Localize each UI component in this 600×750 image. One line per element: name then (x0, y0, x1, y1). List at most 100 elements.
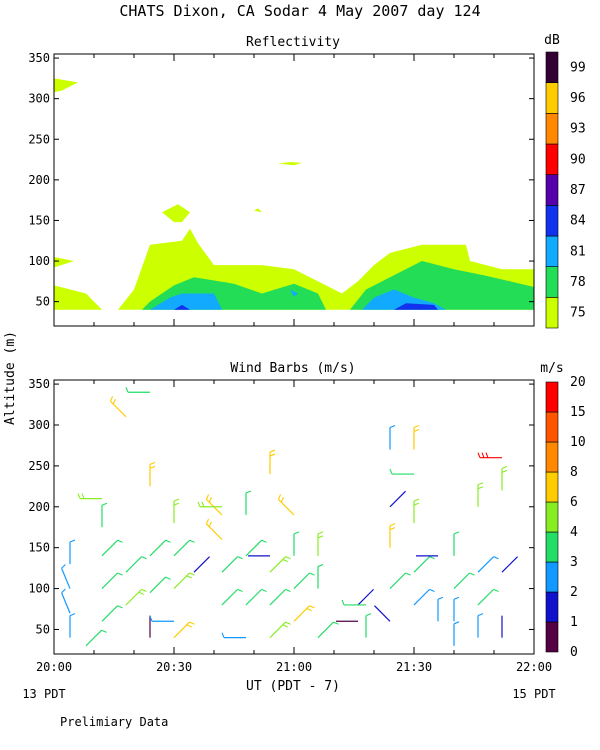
y-axis-label: Altitude (m) (3, 331, 18, 425)
wind-barb (221, 556, 243, 573)
colorbar-swatch (545, 82, 559, 114)
wind-barb (221, 588, 243, 606)
wind-barb (477, 452, 502, 459)
wind-barb (389, 572, 411, 589)
wind-barb (101, 605, 123, 622)
colorbar-label: 6 (570, 495, 578, 510)
wind-barb (413, 425, 420, 450)
wind-axes: 50 100 150 200 250 300 350 20:00 20:30 21:00 21:30… (28, 377, 552, 674)
y-tick-label: 300 (28, 418, 50, 432)
wind-barb (245, 490, 252, 515)
colorbar-label: 20 (570, 375, 586, 390)
y-tick-label: 100 (28, 582, 50, 596)
y-tick-label: 50 (36, 295, 50, 309)
colorbar-label: 78 (570, 275, 586, 290)
refl-region-81 (150, 293, 222, 310)
refl-region-84 (174, 304, 190, 310)
colorbar-label: 10 (570, 435, 586, 450)
x-tick-label: 21:30 (396, 660, 432, 674)
wind-barb (69, 613, 76, 638)
y-tick-label: 200 (28, 173, 50, 187)
wind-barb (149, 616, 174, 622)
wind-barb (149, 539, 171, 557)
colorbar-swatch (545, 411, 559, 443)
reflectivity-axes: 50 100 150 200 250 300 350 (28, 51, 535, 326)
colorbar-swatch (545, 501, 559, 533)
wind-barb (389, 490, 406, 508)
wind-barb (269, 449, 276, 475)
colorbar-label: 84 (570, 214, 586, 229)
y-tick-label: 100 (28, 254, 50, 268)
x-start-note: 13 PDT (22, 687, 65, 701)
y-tick-label: 350 (28, 377, 50, 391)
wind-barb (477, 613, 484, 638)
y-tick-label: 250 (28, 459, 50, 473)
wind-barb (413, 588, 435, 606)
wind-barb (173, 621, 195, 639)
wind-barb (101, 502, 108, 528)
x-tick-label: 21:00 (276, 660, 312, 674)
y-tick-label: 50 (36, 622, 50, 636)
x-end-note: 15 PDT (512, 687, 555, 701)
x-tick-label: 20:00 (36, 660, 72, 674)
wind-barb (293, 572, 315, 589)
wind-barb (293, 605, 315, 622)
wind-barb (477, 588, 499, 606)
colorbar-swatch (545, 591, 559, 623)
wind-barb (317, 564, 324, 589)
colorbar-swatch (545, 143, 559, 175)
wind-barb (501, 465, 508, 491)
wind-barb (173, 572, 195, 589)
colorbar-swatch (545, 621, 559, 653)
colorbar-swatch (545, 266, 559, 298)
colorbar-swatch (545, 174, 559, 206)
colorbar-label: 93 (570, 122, 586, 137)
wind-barb (125, 588, 147, 606)
wind-barb (413, 556, 435, 573)
reflectivity-colorbar-unit: dB (544, 33, 560, 48)
y-tick-label: 150 (28, 541, 50, 555)
wind-barb (193, 556, 210, 573)
wind-barb (85, 629, 107, 647)
wind-barb (413, 498, 420, 524)
wind-barb (477, 482, 484, 507)
wind-barb (109, 396, 127, 418)
wind-barb (173, 539, 195, 557)
wind-barb (77, 493, 102, 500)
wind-barb (173, 498, 180, 524)
wind-barb (453, 621, 460, 646)
wind-barb (69, 539, 76, 565)
wind-barb (293, 531, 300, 556)
colorbar-label: 4 (570, 525, 578, 540)
wind-barb (477, 556, 499, 573)
colorbar-swatch (545, 441, 559, 473)
colorbar-swatch (545, 471, 559, 503)
wind-barb (453, 596, 460, 622)
wind-barb (389, 523, 396, 548)
colorbar-label: 75 (570, 306, 586, 321)
wind-barb (317, 621, 339, 639)
wind-barb (149, 576, 171, 594)
wind-barb (374, 605, 391, 622)
wind-barb (501, 556, 518, 573)
y-tick-label: 300 (28, 92, 50, 106)
colorbar-label: 2 (570, 585, 578, 600)
wind-barb (125, 556, 147, 573)
colorbar-swatch (545, 205, 559, 237)
footer-note: Prelimiary Data (60, 715, 168, 729)
wind-barb (61, 564, 71, 589)
colorbar-label: 3 (570, 555, 578, 570)
wind-panel: Wind Barbs (m/s) 5010015020025030035020:… (28, 361, 585, 674)
colorbar-swatch (545, 113, 559, 145)
colorbar-label: 90 (570, 152, 586, 167)
wind-barb (245, 539, 267, 557)
refl-region-75 (54, 78, 78, 93)
reflectivity-colorbar: 75 78 81 84 87 90 93 96 99 (545, 51, 586, 329)
wind-barb (277, 494, 295, 516)
wind-barb (269, 588, 291, 606)
wind-barb (389, 425, 396, 450)
colorbar-swatch (545, 381, 559, 413)
y-tick-label: 200 (28, 500, 50, 514)
wind-colorbar: 0 1 2 3 4 6 8 10 15 20 (545, 375, 586, 660)
reflectivity-title: Reflectivity (246, 35, 340, 50)
